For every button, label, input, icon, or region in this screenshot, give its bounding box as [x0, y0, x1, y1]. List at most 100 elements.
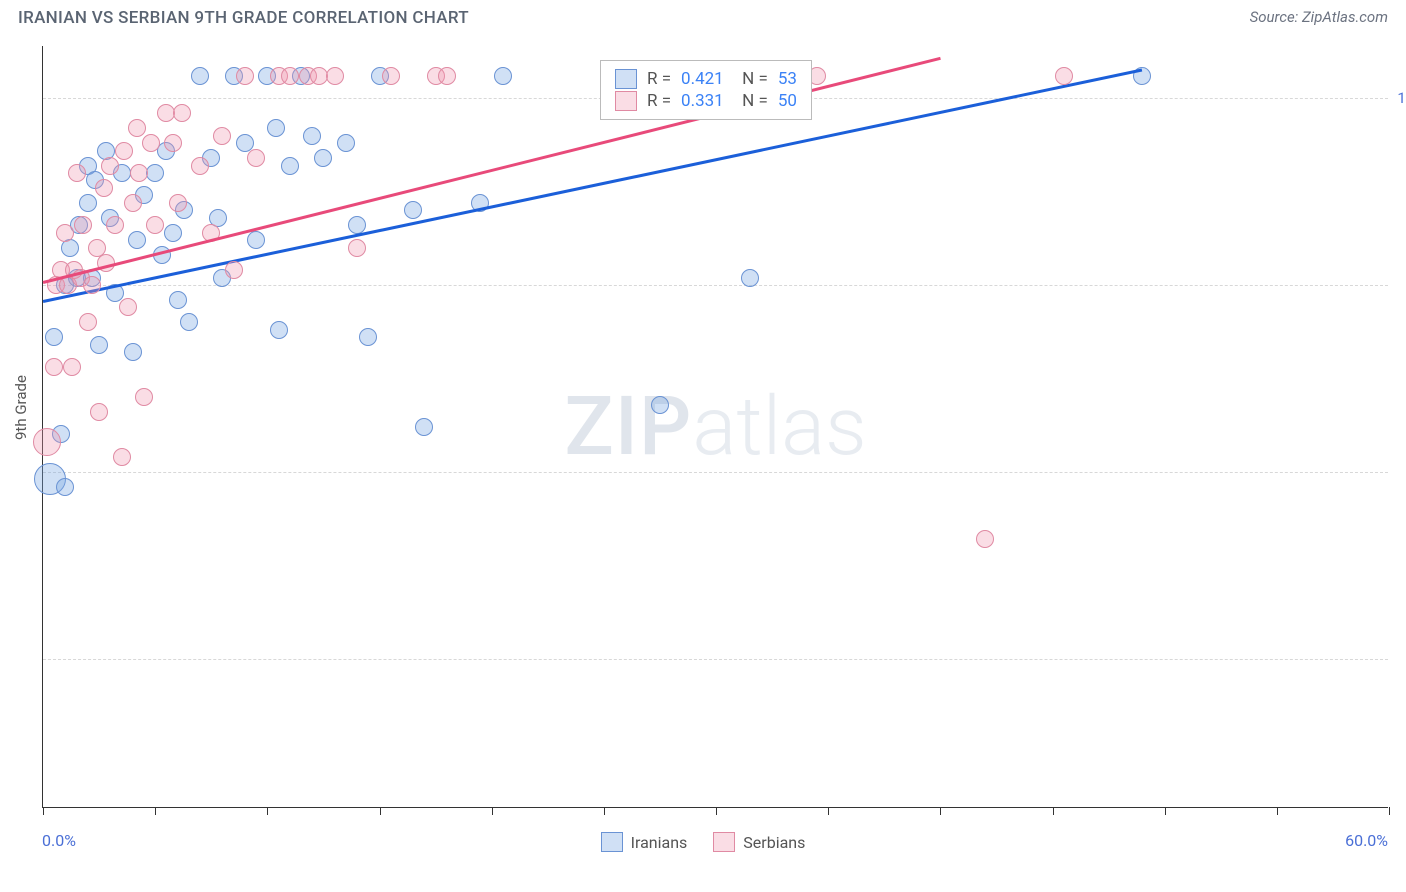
data-point: [180, 313, 198, 331]
x-tick: [1389, 807, 1390, 815]
legend-item: Serbians: [713, 832, 805, 852]
data-point: [438, 67, 456, 85]
stat-r-label: R =: [647, 69, 671, 89]
watermark: ZIPatlas: [564, 379, 866, 475]
data-point: [83, 276, 101, 294]
data-point: [169, 291, 187, 309]
data-point: [303, 127, 321, 145]
data-point: [281, 157, 299, 175]
chart-area: ZIPatlas 92.5%95.0%97.5%100.0%: [42, 46, 1388, 808]
data-point: [79, 194, 97, 212]
x-tick: [1053, 807, 1054, 815]
data-point: [415, 418, 433, 436]
x-tick: [492, 807, 493, 815]
stat-n-value: 53: [778, 69, 797, 89]
data-point: [314, 149, 332, 167]
data-point: [146, 216, 164, 234]
x-tick: [267, 807, 268, 815]
legend-swatch: [713, 832, 735, 852]
stat-r-label: R =: [647, 91, 671, 111]
x-tick: [43, 807, 44, 815]
x-tick: [1165, 807, 1166, 815]
data-point: [213, 127, 231, 145]
x-tick: [155, 807, 156, 815]
data-point: [494, 67, 512, 85]
gridline: [43, 472, 1388, 473]
data-point: [45, 358, 63, 376]
data-point: [281, 67, 299, 85]
x-tick: [380, 807, 381, 815]
data-point: [113, 448, 131, 466]
data-point: [651, 396, 669, 414]
stat-r-value: 0.421: [681, 69, 724, 89]
x-tick: [604, 807, 605, 815]
data-point: [124, 343, 142, 361]
stat-n-label: N =: [734, 91, 768, 111]
data-point: [142, 134, 160, 152]
data-point: [225, 261, 243, 279]
stats-legend: R = 0.421 N = 53R = 0.331 N = 50: [600, 60, 812, 120]
data-point: [45, 328, 63, 346]
data-point: [146, 164, 164, 182]
data-point: [236, 67, 254, 85]
stat-n-label: N =: [734, 69, 768, 89]
x-tick: [828, 807, 829, 815]
data-point: [90, 403, 108, 421]
data-point: [124, 194, 142, 212]
plot-area: ZIPatlas: [43, 46, 1388, 807]
chart-title: IRANIAN VS SERBIAN 9TH GRADE CORRELATION…: [18, 8, 469, 28]
data-point: [135, 388, 153, 406]
stats-legend-row: R = 0.331 N = 50: [615, 91, 797, 111]
data-point: [115, 142, 133, 160]
trend-line: [43, 68, 1143, 302]
data-point: [56, 478, 74, 496]
data-point: [56, 224, 74, 242]
gridline: [43, 285, 1388, 286]
data-point: [270, 321, 288, 339]
data-point: [247, 231, 265, 249]
data-point: [95, 179, 113, 197]
data-point: [33, 428, 61, 456]
data-point: [348, 239, 366, 257]
stats-legend-row: R = 0.421 N = 53: [615, 69, 797, 89]
data-point: [337, 134, 355, 152]
x-tick: [716, 807, 717, 815]
data-point: [267, 119, 285, 137]
data-point: [119, 298, 137, 316]
data-point: [326, 67, 344, 85]
data-point: [79, 313, 97, 331]
data-point: [173, 104, 191, 122]
data-point: [191, 157, 209, 175]
legend-swatch: [601, 832, 623, 852]
legend-label: Serbians: [743, 833, 805, 852]
y-axis-label: 9th Grade: [12, 375, 30, 440]
data-point: [106, 216, 124, 234]
legend-swatch: [615, 69, 637, 89]
data-point: [130, 164, 148, 182]
data-point: [63, 358, 81, 376]
data-point: [976, 530, 994, 548]
x-tick: [1277, 807, 1278, 815]
stat-r-value: 0.331: [681, 91, 724, 111]
data-point: [382, 67, 400, 85]
data-point: [247, 149, 265, 167]
data-point: [164, 224, 182, 242]
data-point: [169, 194, 187, 212]
data-point: [68, 164, 86, 182]
data-point: [404, 201, 422, 219]
data-point: [1055, 67, 1073, 85]
data-point: [359, 328, 377, 346]
data-point: [191, 67, 209, 85]
stat-n-value: 50: [778, 91, 797, 111]
y-tick-label: 100.0%: [1397, 89, 1406, 107]
source-attribution: Source: ZipAtlas.com: [1250, 8, 1388, 26]
data-point: [164, 134, 182, 152]
gridline: [43, 659, 1388, 660]
data-point: [74, 216, 92, 234]
data-point: [128, 231, 146, 249]
legend-item: Iranians: [601, 832, 688, 852]
legend-swatch: [615, 91, 637, 111]
data-point: [128, 119, 146, 137]
legend-label: Iranians: [631, 833, 688, 852]
x-tick: [940, 807, 941, 815]
